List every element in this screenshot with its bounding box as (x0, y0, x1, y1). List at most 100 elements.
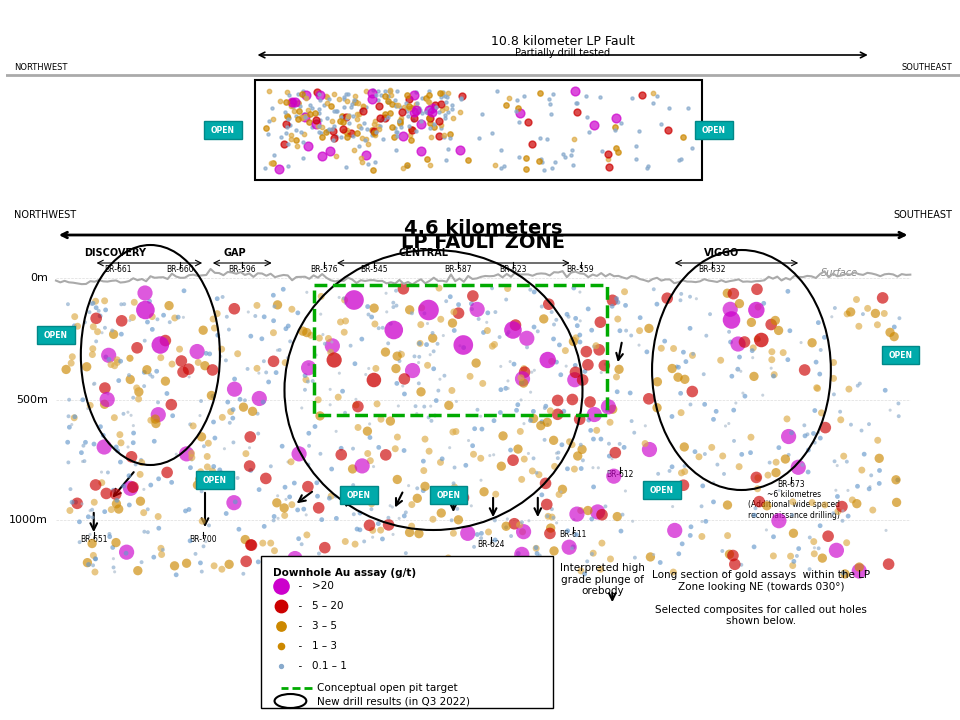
Point (259, 562, 275, 574)
Point (100, 467, 115, 478)
Point (444, 104, 460, 115)
Point (112, 429, 128, 441)
Point (282, 491, 298, 503)
Point (270, 299, 285, 310)
Point (843, 306, 858, 318)
Point (324, 490, 339, 502)
Point (243, 431, 258, 443)
Point (419, 153, 434, 165)
Point (278, 494, 294, 505)
Point (706, 477, 721, 488)
Point (542, 98, 558, 109)
Point (444, 99, 460, 111)
Text: GAP: GAP (224, 248, 246, 258)
Point (194, 431, 209, 443)
Point (492, 331, 507, 343)
Point (321, 333, 336, 344)
Point (346, 480, 361, 491)
Point (677, 460, 692, 472)
Point (316, 99, 331, 111)
Point (377, 85, 393, 96)
Point (466, 290, 481, 302)
Point (289, 140, 304, 152)
Point (410, 482, 425, 494)
Point (150, 314, 165, 325)
Point (687, 446, 703, 457)
Point (295, 112, 310, 124)
Point (546, 435, 562, 446)
Point (219, 508, 234, 519)
Point (568, 96, 584, 108)
Text: Surface: Surface (821, 268, 858, 278)
Point (780, 286, 796, 297)
Point (83, 505, 98, 516)
Point (336, 292, 351, 304)
Point (102, 531, 117, 542)
Point (888, 474, 903, 485)
Point (446, 306, 462, 318)
Point (290, 504, 305, 516)
Point (381, 112, 396, 123)
Point (531, 469, 546, 480)
Point (248, 310, 263, 322)
Point (546, 319, 562, 330)
Point (322, 94, 337, 105)
Point (192, 410, 207, 421)
Point (361, 363, 376, 374)
Point (529, 543, 544, 554)
Point (549, 356, 564, 368)
Point (594, 537, 610, 549)
Point (161, 300, 177, 311)
Point (878, 525, 894, 536)
Point (337, 93, 352, 104)
Point (92, 310, 108, 322)
Point (452, 107, 468, 118)
Point (795, 459, 810, 471)
Point (445, 112, 461, 124)
Point (892, 312, 907, 324)
Point (398, 97, 414, 109)
Point (560, 463, 575, 474)
Point (622, 387, 637, 399)
Point (435, 86, 450, 98)
Point (505, 454, 520, 466)
Point (629, 140, 644, 151)
Point (430, 338, 445, 350)
Point (586, 481, 601, 492)
Point (771, 442, 786, 454)
Point (600, 153, 615, 164)
Point (283, 134, 299, 145)
Point (136, 507, 152, 518)
Point (273, 600, 288, 612)
Point (793, 337, 808, 348)
Point (300, 529, 315, 541)
Point (134, 456, 150, 468)
Point (338, 536, 353, 547)
Point (266, 515, 281, 526)
Point (81, 511, 96, 523)
Point (684, 350, 700, 361)
Point (396, 130, 411, 142)
Point (396, 373, 412, 384)
Point (481, 570, 496, 581)
Point (673, 294, 688, 306)
Point (600, 148, 615, 160)
Point (567, 360, 583, 372)
Point (299, 89, 314, 101)
Point (283, 129, 299, 140)
Point (380, 96, 396, 108)
Point (222, 559, 237, 570)
Point (444, 384, 460, 396)
Point (377, 108, 393, 120)
Point (374, 561, 390, 572)
Point (126, 420, 141, 431)
Point (290, 307, 305, 319)
Point (336, 117, 351, 128)
Point (818, 422, 833, 433)
Point (811, 543, 827, 554)
Point (388, 101, 403, 112)
Point (724, 314, 739, 325)
Point (424, 102, 440, 113)
Point (190, 356, 205, 368)
Point (890, 474, 905, 486)
